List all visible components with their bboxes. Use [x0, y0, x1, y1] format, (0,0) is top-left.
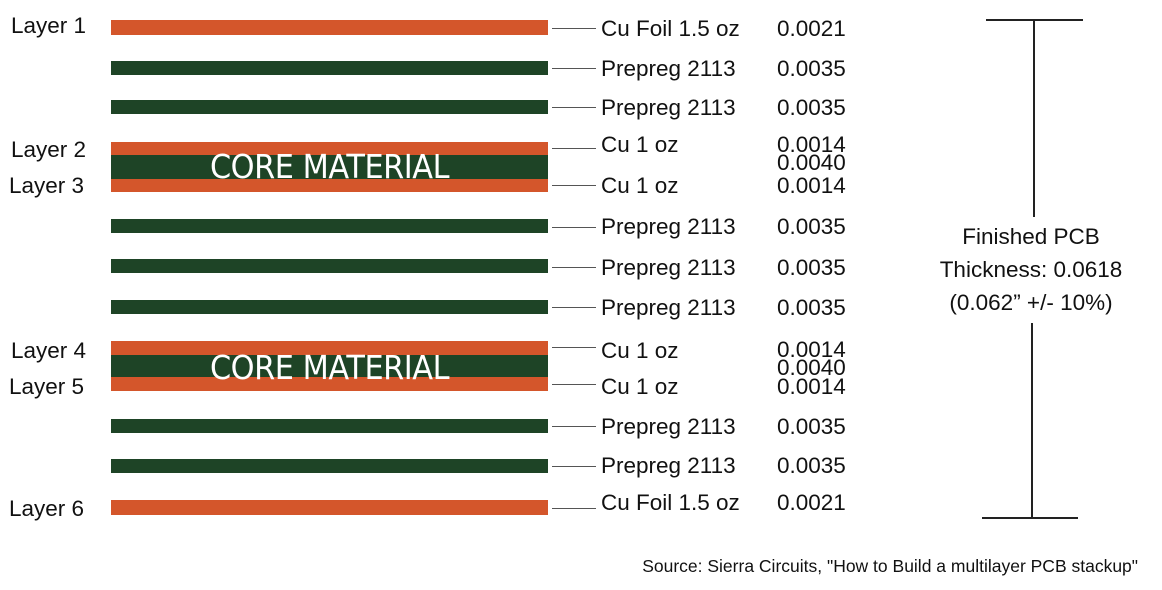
material-label: Prepreg 2113 — [601, 414, 736, 439]
material-label: Cu 1 oz — [601, 132, 679, 157]
thickness-value: 0.0035 — [777, 255, 846, 280]
core-material-label: CORE MATERIAL — [209, 147, 450, 186]
tolerance-label: (0.062” +/- 10%) — [949, 290, 1113, 315]
prepreg-layer — [111, 419, 548, 433]
prepreg-layer — [111, 61, 548, 75]
thickness-total-label: Thickness: 0.0618 — [939, 257, 1123, 282]
finished-thickness-note: Finished PCB Thickness: 0.0618 (0.062” +… — [916, 220, 1146, 319]
thickness-value: 0.0035 — [777, 95, 846, 120]
core-material-label: CORE MATERIAL — [209, 348, 450, 387]
material-label: Prepreg 2113 — [601, 255, 736, 280]
dimension-tick-top — [986, 19, 1083, 21]
leader-line — [552, 508, 596, 509]
core-material-block: CORE MATERIAL — [111, 341, 548, 391]
material-label: Prepreg 2113 — [601, 95, 736, 120]
thickness-value: 0.0035 — [777, 56, 846, 81]
thickness-value: 0.0014 — [777, 374, 846, 399]
prepreg-layer — [111, 100, 548, 114]
dimension-line-bottom — [1031, 323, 1033, 518]
core-material-block: CORE MATERIAL — [111, 142, 548, 192]
dimension-line-top — [1033, 20, 1035, 217]
dimension-tick-bottom — [982, 517, 1078, 519]
leader-line — [552, 347, 596, 348]
thickness-value: 0.0035 — [777, 295, 846, 320]
material-label: Cu 1 oz — [601, 173, 679, 198]
copper-layer — [111, 142, 548, 155]
prepreg-layer — [111, 459, 548, 473]
copper-layer — [111, 377, 548, 391]
leader-line — [552, 267, 596, 268]
material-label: Cu 1 oz — [601, 374, 679, 399]
leader-line — [552, 185, 596, 186]
prepreg-layer — [111, 300, 548, 314]
leader-line — [552, 68, 596, 69]
copper-layer — [111, 179, 548, 192]
leader-line — [552, 28, 596, 29]
prepreg-layer — [111, 259, 548, 273]
layer-label: Layer 3 — [9, 173, 85, 198]
material-label: Cu Foil 1.5 oz — [601, 16, 740, 41]
material-label: Prepreg 2113 — [601, 453, 736, 478]
thickness-value: 0.0035 — [777, 414, 846, 439]
thickness-value: 0.0035 — [777, 214, 846, 239]
core-thickness-value: 0.0040 — [777, 355, 846, 380]
layer-label: Layer 4 — [11, 338, 87, 363]
copper-foil-layer — [111, 20, 548, 35]
material-label: Cu Foil 1.5 oz — [601, 490, 740, 515]
layer-label: Layer 5 — [9, 374, 85, 399]
prepreg-layer — [111, 219, 548, 233]
copper-foil-layer — [111, 500, 548, 515]
leader-line — [552, 148, 596, 149]
thickness-value: 0.0035 — [777, 453, 846, 478]
leader-line — [552, 107, 596, 108]
thickness-value: 0.0014 — [777, 132, 846, 157]
leader-line — [552, 307, 596, 308]
source-caption: Source: Sierra Circuits, "How to Build a… — [642, 556, 1138, 576]
material-label: Cu 1 oz — [601, 338, 679, 363]
leader-line — [552, 426, 596, 427]
finished-pcb-label: Finished PCB — [962, 224, 1100, 249]
thickness-value: 0.0021 — [777, 490, 846, 515]
material-label: Prepreg 2113 — [601, 56, 736, 81]
leader-line — [552, 227, 596, 228]
thickness-value: 0.0021 — [777, 16, 846, 41]
material-label: Prepreg 2113 — [601, 295, 736, 320]
thickness-value: 0.0014 — [777, 173, 846, 198]
layer-label: Layer 1 — [11, 13, 87, 38]
layer-label: Layer 6 — [9, 496, 85, 521]
copper-layer — [111, 341, 548, 355]
layer-label: Layer 2 — [11, 137, 87, 162]
thickness-value: 0.0014 — [777, 337, 846, 362]
material-label: Prepreg 2113 — [601, 214, 736, 239]
leader-line — [552, 466, 596, 467]
leader-line — [552, 384, 596, 385]
core-thickness-value: 0.0040 — [777, 150, 846, 175]
